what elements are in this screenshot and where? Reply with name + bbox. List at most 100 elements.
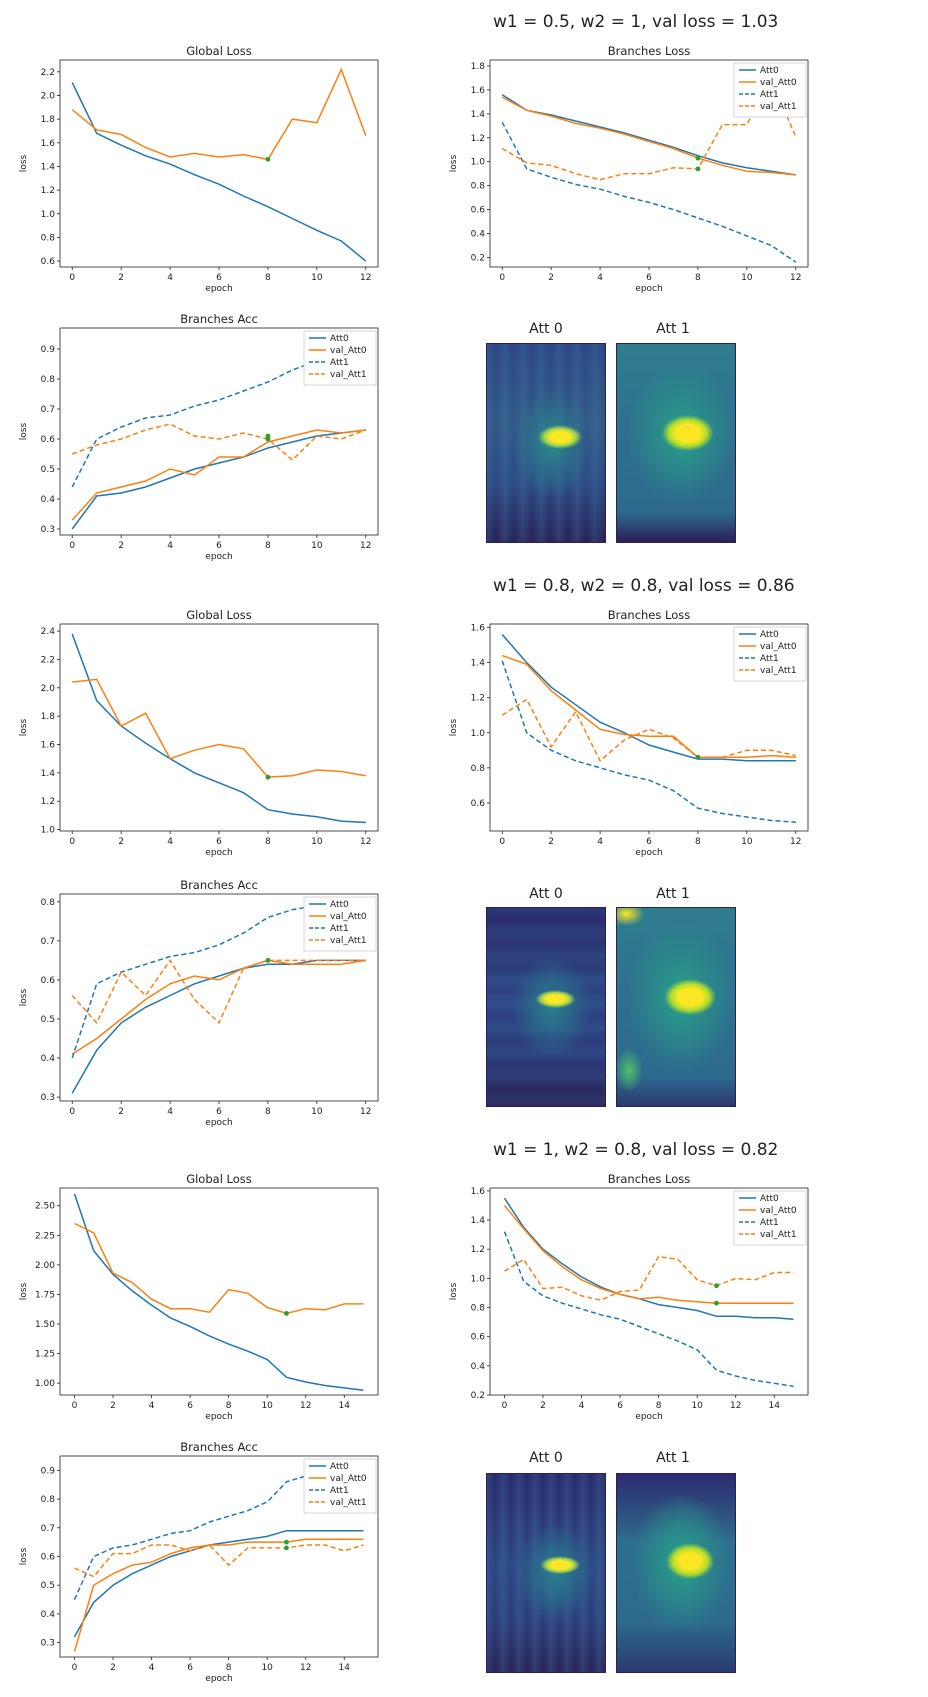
- x-tick-label: 2: [110, 1401, 116, 1411]
- y-tick-label: 0.4: [41, 495, 56, 505]
- x-tick-label: 2: [540, 1401, 546, 1411]
- x-tick-label: 6: [216, 273, 222, 283]
- y-tick-label: 2.2: [41, 68, 55, 78]
- y-tick-label: 1.6: [471, 1187, 486, 1197]
- best-epoch-marker: [284, 1310, 289, 1316]
- plot-area: [73, 1460, 364, 1652]
- y-tick-label: 0.7: [41, 405, 55, 415]
- y-tick-label: 0.9: [41, 345, 56, 355]
- axes-frame: [489, 623, 809, 832]
- x-tick-label: 6: [216, 1107, 222, 1117]
- x-tick-label: 12: [300, 1663, 311, 1673]
- series-line-val-att1: [501, 698, 796, 762]
- y-tick-label: 0.8: [471, 764, 486, 774]
- attention-heatmap-att1-1: [616, 343, 736, 543]
- x-tick-label: 2: [548, 837, 554, 847]
- y-tick-label: 2.00: [35, 1261, 55, 1271]
- legend-label-val-att0: val_Att0: [330, 912, 367, 922]
- x-tick-label: 6: [617, 1401, 623, 1411]
- x-axis-label: epoch: [635, 1412, 662, 1422]
- legend-label-val-att0: val_Att0: [330, 346, 367, 356]
- legend-label-val-att1: val_Att1: [760, 102, 797, 112]
- x-tick-label: 10: [311, 837, 323, 847]
- x-tick-label: 6: [187, 1401, 193, 1411]
- y-tick-label: 2.4: [41, 627, 56, 637]
- legend-label-att0: Att0: [330, 1462, 349, 1472]
- y-axis-label: loss: [19, 1282, 29, 1300]
- y-tick-label: 1.8: [471, 62, 486, 72]
- best-epoch-marker: [284, 1539, 289, 1545]
- series-line-att1: [73, 1460, 364, 1600]
- y-tick-label: 0.3: [41, 1639, 55, 1649]
- chart-title: Branches Loss: [608, 608, 691, 622]
- y-axis-label: loss: [19, 718, 29, 736]
- x-axis-label: epoch: [205, 1674, 232, 1684]
- axes-frame: [59, 1187, 379, 1396]
- x-tick-label: 0: [72, 1663, 78, 1673]
- y-tick-label: 1.4: [41, 162, 56, 172]
- best-epoch-marker: [714, 1300, 719, 1306]
- y-tick-label: 0.8: [41, 233, 56, 243]
- x-axis-label: epoch: [205, 1412, 232, 1422]
- x-tick-label: 2: [118, 1107, 124, 1117]
- y-tick-label: 0.4: [41, 1054, 56, 1064]
- heatmap-title-att0-1: Att 0: [529, 321, 563, 337]
- plot-area: [501, 78, 797, 263]
- plot-area: [501, 634, 796, 823]
- x-tick-label: 6: [216, 837, 222, 847]
- x-tick-label: 10: [691, 1401, 703, 1411]
- series-line-val-att0: [501, 654, 796, 759]
- x-tick-label: 10: [311, 273, 323, 283]
- y-tick-label: 1.6: [471, 86, 486, 96]
- y-axis-label: loss: [449, 718, 459, 736]
- best-epoch-marker: [265, 156, 271, 162]
- legend-label-att0: Att0: [760, 1194, 779, 1204]
- y-tick-label: 2.0: [41, 91, 56, 101]
- x-tick-label: 8: [695, 273, 701, 283]
- branches-acc-chart-2: Branches Acc 0 2 4 6 8 10 12 0.3 0.4 0.5 0.6 0.7 0.8 e…: [19, 878, 379, 1128]
- series-line-att1: [503, 1231, 794, 1388]
- y-tick-label: 1.8: [41, 712, 56, 722]
- y-tick-label: 0.3: [41, 525, 55, 535]
- axes-frame: [59, 1455, 379, 1658]
- x-tick-label: 10: [741, 837, 753, 847]
- chart-title: Branches Loss: [608, 1172, 691, 1186]
- x-tick-label: 4: [149, 1401, 155, 1411]
- x-tick-label: 14: [769, 1401, 781, 1411]
- x-tick-label: 14: [339, 1401, 351, 1411]
- y-tick-label: 0.4: [471, 1362, 486, 1372]
- branches-acc-chart-3: Branches Acc 0 2 4 6 8 10 12 14 0.3 0.4 0.5 0.6 0.7 0.…: [19, 1440, 379, 1684]
- global-loss-chart-1: Global Loss 0 2 4 6 8 10 12 0.6 0.8 1.0 1.2 1.4 1.6 1.…: [19, 44, 379, 294]
- legend-label-att1: Att1: [330, 1486, 349, 1496]
- series-line-val-att0: [71, 959, 366, 1055]
- best-epoch-marker: [265, 774, 271, 780]
- y-tick-label: 0.8: [41, 375, 56, 385]
- x-tick-label: 2: [118, 541, 124, 551]
- x-tick-label: 4: [597, 837, 603, 847]
- series-line-val-att0: [73, 1538, 364, 1652]
- x-tick-label: 12: [730, 1401, 741, 1411]
- y-tick-label: 0.9: [41, 1466, 56, 1476]
- chart-title: Branches Acc: [180, 1440, 258, 1454]
- y-tick-label: 0.6: [41, 257, 56, 267]
- x-tick-label: 2: [118, 837, 124, 847]
- legend-label-val-att1: val_Att1: [330, 1498, 367, 1508]
- series-line-val-att0: [71, 429, 366, 521]
- x-tick-label: 0: [69, 541, 75, 551]
- y-axis-label: loss: [449, 154, 459, 172]
- series-line-val-att0: [503, 1205, 794, 1304]
- y-tick-label: 1.00: [35, 1379, 55, 1389]
- legend-label-val-att1: val_Att1: [330, 936, 367, 946]
- series-line-val-att0: [501, 96, 796, 176]
- x-tick-label: 12: [300, 1401, 311, 1411]
- x-tick-label: 10: [311, 1107, 323, 1117]
- global-loss-chart-2: Global Loss 0 2 4 6 8 10 12 1.0 1.2 1.4 1.6 1.8 2.0 2.…: [19, 608, 379, 858]
- x-tick-label: 12: [360, 541, 371, 551]
- legend-box: [303, 1458, 377, 1514]
- y-tick-label: 0.6: [41, 976, 56, 986]
- section-title-1: w1 = 0.5, w2 = 1, val loss = 1.03: [493, 12, 779, 32]
- attention-heatmap-att1-2: [616, 907, 736, 1107]
- heatmap-title-att1-3: Att 1: [656, 1450, 690, 1466]
- series-line-val-att1: [74, 1544, 364, 1578]
- y-axis-label: loss: [19, 154, 29, 172]
